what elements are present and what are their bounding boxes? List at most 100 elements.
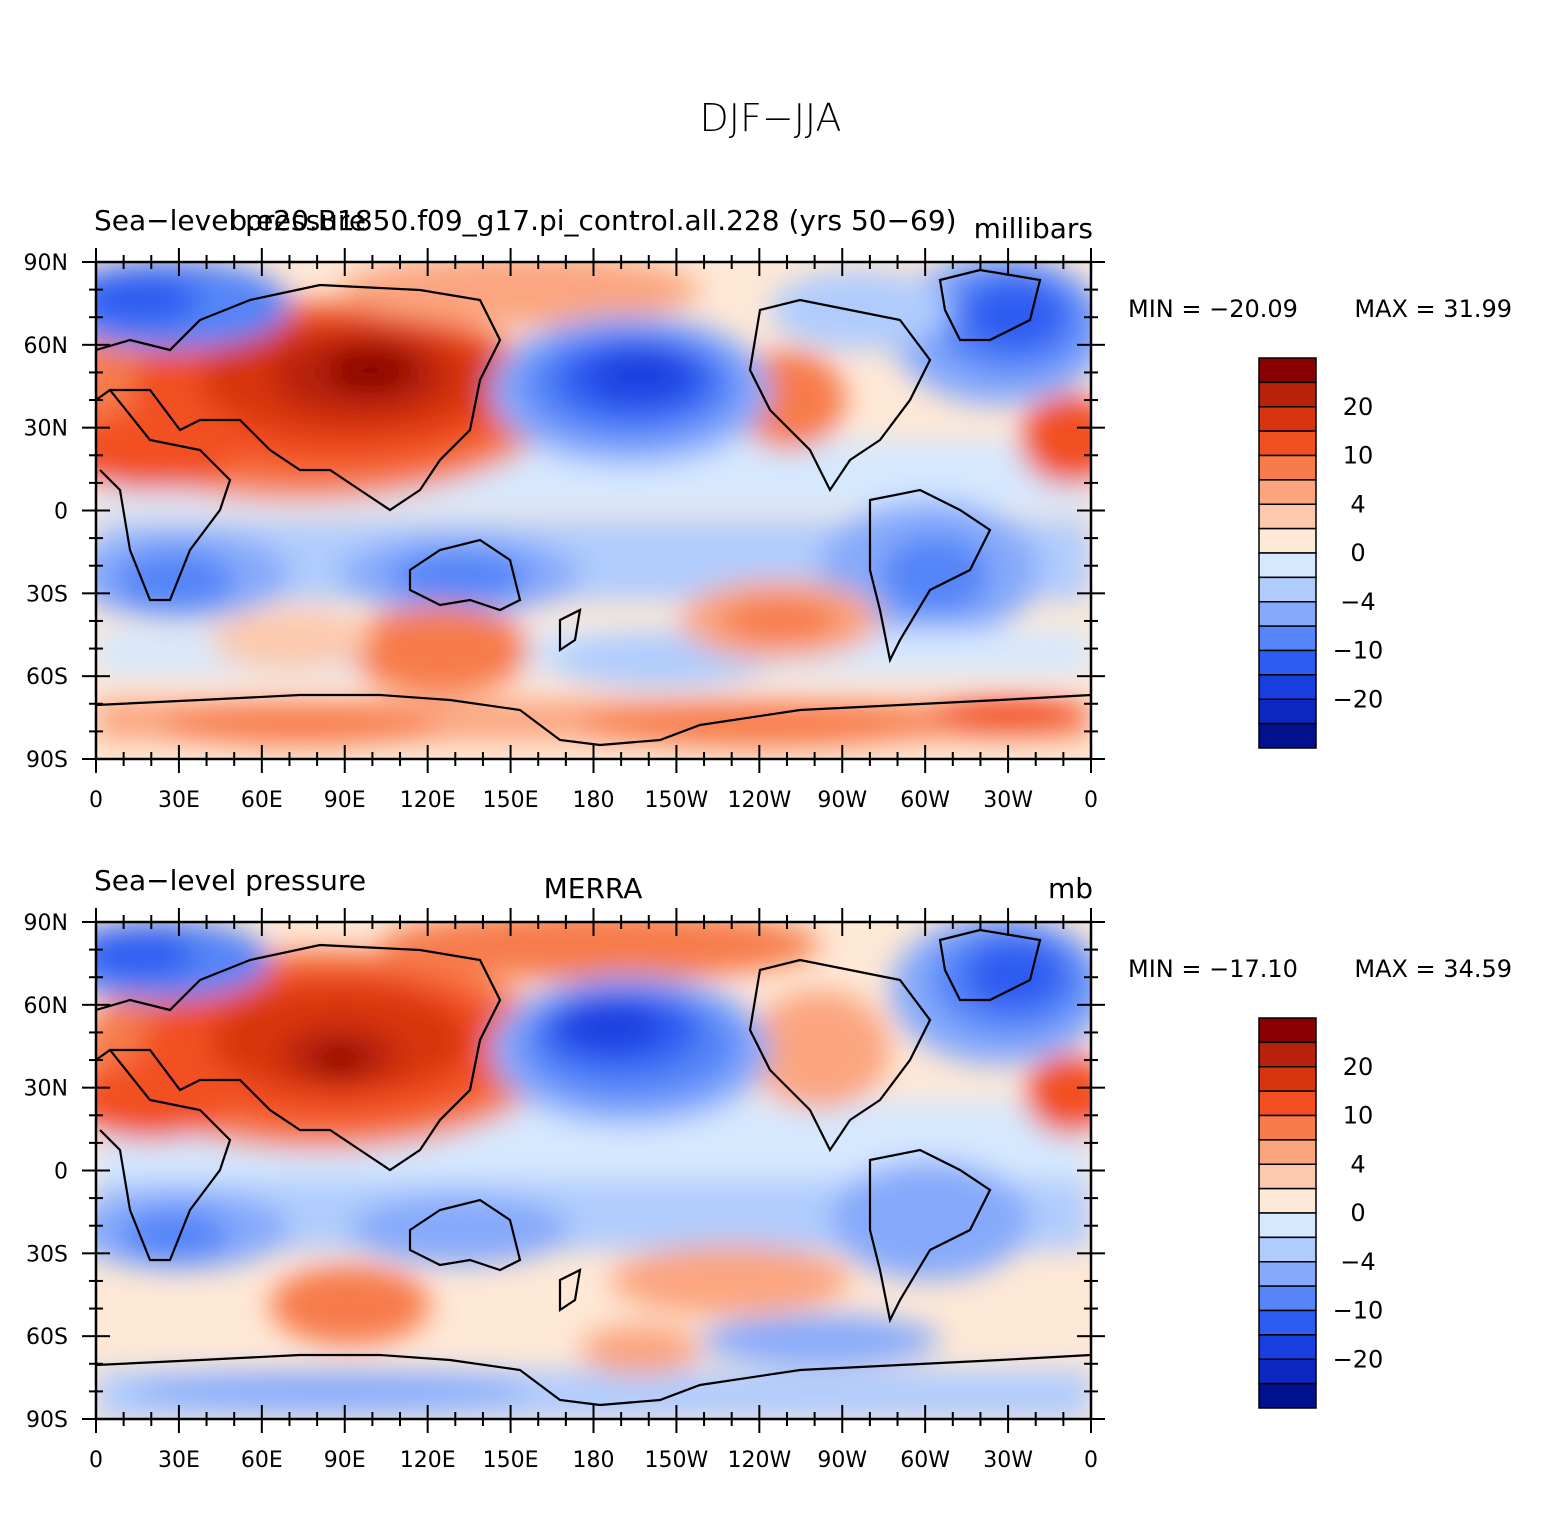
right-title: mb	[1048, 872, 1093, 905]
colorbar-swatch	[1258, 1382, 1317, 1409]
y-tick-label: 30N	[24, 417, 68, 442]
colorbar-swatch	[1258, 1139, 1317, 1165]
right-title: millibars	[974, 212, 1093, 245]
y-tick-label: 90S	[26, 748, 68, 773]
coastlines	[96, 268, 1091, 747]
x-tick-label: 120E	[400, 1448, 456, 1473]
colorbar-swatch	[1258, 527, 1317, 554]
y-tick-label: 90S	[26, 1408, 68, 1433]
colorbar-swatch	[1258, 1261, 1317, 1287]
x-tick-label: 0	[1084, 1448, 1098, 1473]
x-tick-label: 0	[89, 1448, 103, 1473]
colorbar-swatch	[1258, 503, 1317, 530]
colorbar-label: 20	[1343, 393, 1374, 421]
axes: 0 30E 60E 90E 120E 150E 180 150W 120W 90W 60W 30W 09…	[24, 248, 1105, 813]
colorbar-swatch	[1258, 552, 1317, 579]
colorbar-swatch	[1258, 1236, 1317, 1263]
x-tick-label: 90E	[324, 1448, 366, 1473]
x-tick-label: 150W	[645, 788, 709, 813]
x-tick-label: 30W	[983, 1448, 1033, 1473]
colorbar-swatch	[1258, 1187, 1317, 1214]
colorbar-swatch	[1258, 1212, 1317, 1239]
y-tick-label: 60S	[26, 1325, 68, 1350]
colorbar-label: −10	[1333, 1297, 1384, 1325]
center-title: MERRA	[544, 872, 643, 905]
colorbar-label: −20	[1333, 685, 1384, 713]
max-label: MAX = 34.59	[1354, 955, 1512, 983]
y-tick-label: 30S	[26, 582, 68, 607]
x-tick-label: 60W	[900, 788, 950, 813]
colorbar-swatch	[1258, 625, 1317, 652]
pressure-contours	[96, 262, 1091, 747]
colorbar-swatch	[1258, 674, 1317, 700]
colorbar-label: −4	[1340, 588, 1375, 616]
colorbar-swatch	[1258, 649, 1317, 676]
x-tick-label: 60E	[241, 1448, 283, 1473]
y-tick-label: 30N	[24, 1077, 68, 1102]
colorbar-swatch	[1258, 576, 1317, 603]
x-tick-label: 90E	[324, 788, 366, 813]
colorbar-label: 10	[1343, 1102, 1374, 1130]
panel-merra: Sea−level pressure MERRA mb	[0, 850, 1541, 1510]
colorbar-swatch	[1258, 1334, 1317, 1360]
x-tick-label: 0	[89, 788, 103, 813]
y-tick-label: 0	[54, 1160, 68, 1185]
y-tick-label: 90N	[24, 251, 68, 276]
colorbar-label: 4	[1350, 1150, 1365, 1178]
map-field	[96, 922, 1091, 1419]
coastlines	[96, 928, 1091, 1407]
colorbar-label: 10	[1343, 442, 1374, 470]
left-title: Sea−level pressure	[94, 864, 366, 897]
x-tick-label: 120W	[727, 788, 791, 813]
colorbar-label: 20	[1343, 1053, 1374, 1081]
colorbar: 20 10 4 0 −4 −10 −20	[1258, 1017, 1384, 1409]
panel-svg: Sea−level pressure b.e20.B1850.f09_g17.p…	[24, 204, 1512, 813]
y-tick-label: 60N	[24, 994, 68, 1019]
min-label: MIN = −20.09	[1128, 295, 1298, 323]
y-tick-label: 60N	[24, 334, 68, 359]
max-label: MAX = 31.99	[1354, 295, 1512, 323]
min-label: MIN = −17.10	[1128, 955, 1298, 983]
axes: 0 30E 60E 90E 120E 150E 180 150W 120W 90W 60W 30W 09…	[24, 908, 1105, 1473]
colorbar: 20 10 4 0 −4 −10 −20	[1258, 357, 1384, 749]
colorbar-swatch	[1258, 430, 1317, 457]
x-tick-label: 150E	[483, 788, 539, 813]
colorbar-label: −4	[1340, 1248, 1375, 1276]
figure-title: DJF−JJA	[699, 96, 842, 140]
y-tick-label: 90N	[24, 911, 68, 936]
x-tick-label: 30E	[158, 788, 200, 813]
x-tick-label: 120W	[727, 1448, 791, 1473]
colorbar-label: −20	[1333, 1345, 1384, 1373]
y-tick-label: 30S	[26, 1242, 68, 1267]
colorbar-swatch	[1258, 1090, 1317, 1117]
x-tick-label: 60W	[900, 1448, 950, 1473]
pressure-contours	[96, 922, 1091, 1419]
colorbar-swatch	[1258, 1017, 1317, 1044]
x-tick-label: 150W	[645, 1448, 709, 1473]
colorbar-label: 0	[1350, 539, 1365, 567]
colorbar-swatch	[1258, 1041, 1317, 1068]
x-tick-label: 120E	[400, 788, 456, 813]
center-title: b.e20.B1850.f09_g17.pi_control.all.228 (…	[229, 204, 956, 237]
x-tick-label: 60E	[241, 788, 283, 813]
colorbar-swatch	[1258, 1358, 1317, 1385]
colorbar-label: −10	[1333, 637, 1384, 665]
colorbar-swatch	[1258, 357, 1317, 384]
colorbar-swatch	[1258, 479, 1317, 505]
colorbar-swatch	[1258, 381, 1317, 408]
colorbar-swatch	[1258, 1285, 1317, 1312]
y-tick-label: 0	[54, 500, 68, 525]
y-tick-label: 60S	[26, 665, 68, 690]
left-title: Sea−level pressure	[94, 204, 366, 237]
panel-svg: Sea−level pressure MERRA mb	[24, 864, 1512, 1473]
colorbar-label: 4	[1350, 490, 1365, 518]
colorbar-swatch	[1258, 1066, 1317, 1092]
map-field	[96, 262, 1091, 759]
colorbar-swatch	[1258, 1114, 1317, 1141]
panel-model: Sea−level pressure b.e20.B1850.f09_g17.p…	[0, 190, 1541, 850]
colorbar-swatch	[1258, 1309, 1317, 1336]
colorbar-swatch	[1258, 698, 1317, 725]
x-tick-label: 0	[1084, 788, 1098, 813]
colorbar-label: 0	[1350, 1199, 1365, 1227]
colorbar-swatch	[1258, 722, 1317, 749]
